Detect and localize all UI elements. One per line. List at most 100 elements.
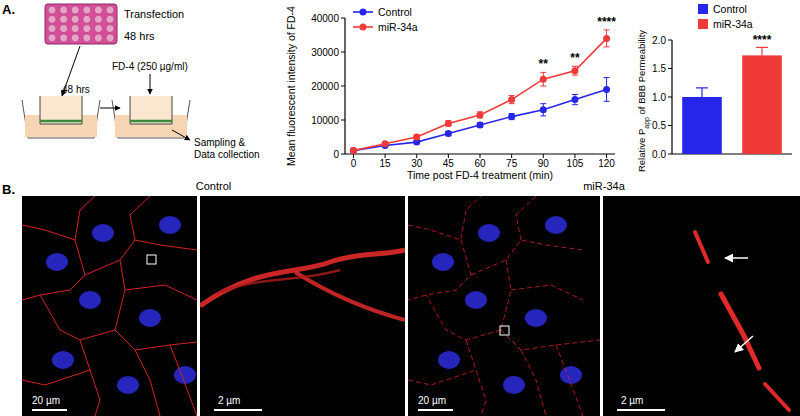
y-tick bbox=[668, 125, 672, 126]
schematic: Transfection 48 hrs 48 hrs FD-4 (250 µg/ml)… bbox=[22, 4, 260, 160]
junction bbox=[125, 285, 197, 300]
bar bbox=[742, 55, 782, 154]
junction bbox=[85, 240, 197, 275]
well bbox=[94, 6, 102, 14]
well bbox=[106, 6, 114, 14]
series-line bbox=[353, 89, 606, 150]
micrograph-title: miR-34a bbox=[583, 180, 625, 192]
nucleus bbox=[174, 366, 196, 384]
figure: A.B.Transfection48 hrs48 hrsFD-4 (250 µg… bbox=[0, 0, 800, 416]
y-axis-label-part: app bbox=[643, 117, 651, 129]
well bbox=[106, 25, 114, 33]
junction bbox=[80, 340, 100, 416]
well-plate bbox=[45, 4, 117, 44]
micrograph-overview: 20 µm bbox=[22, 196, 197, 416]
y-tick-label: 0 bbox=[333, 149, 339, 160]
significance: **** bbox=[753, 33, 772, 47]
well bbox=[71, 15, 79, 23]
significance: ** bbox=[539, 57, 549, 71]
error-bar bbox=[696, 88, 708, 97]
y-axis-label: Mean fluorescent intensity of FD-4 bbox=[285, 6, 297, 166]
error-bar bbox=[572, 66, 578, 75]
well bbox=[71, 6, 79, 14]
significance: **** bbox=[597, 15, 616, 29]
well bbox=[60, 25, 68, 33]
error-cap bbox=[540, 86, 546, 87]
arrow bbox=[172, 130, 190, 140]
well bbox=[71, 34, 79, 42]
junction bbox=[40, 260, 125, 340]
junction bbox=[220, 270, 340, 292]
x-tick-label: 15 bbox=[380, 158, 392, 169]
schematic-label: FD-4 (250 µg/ml) bbox=[112, 61, 188, 72]
scale-bar bbox=[214, 409, 262, 411]
y-tick-label: 10000 bbox=[311, 115, 339, 126]
schematic-label: Transfection bbox=[124, 8, 184, 20]
micrograph-zoom: 2 µm bbox=[603, 196, 800, 416]
nucleus bbox=[465, 291, 487, 309]
legend-swatch bbox=[698, 19, 708, 29]
schematic-label: 48 hrs bbox=[124, 30, 155, 42]
image-background bbox=[22, 196, 197, 416]
junction-zoom bbox=[200, 250, 405, 320]
cells bbox=[22, 196, 197, 416]
well bbox=[60, 34, 68, 42]
legend-label: miR-34a bbox=[713, 18, 753, 30]
zoom-box bbox=[147, 255, 156, 264]
cells bbox=[408, 196, 600, 416]
scale-bar bbox=[617, 409, 665, 411]
point bbox=[382, 140, 389, 147]
junction bbox=[511, 285, 583, 300]
image-background bbox=[200, 196, 405, 416]
x-tick-label: 75 bbox=[506, 158, 518, 169]
scale-bar bbox=[32, 409, 67, 411]
plot-area bbox=[682, 47, 782, 154]
point bbox=[571, 96, 578, 103]
nucleus bbox=[79, 291, 101, 309]
junction bbox=[170, 345, 197, 416]
junction bbox=[200, 250, 405, 306]
schematic-label: Sampling & bbox=[194, 137, 245, 148]
error-cap bbox=[604, 46, 610, 47]
error-bar bbox=[604, 78, 610, 102]
x-tick-label: 120 bbox=[598, 158, 615, 169]
x-tick-label: 90 bbox=[538, 158, 550, 169]
zoom-box bbox=[500, 326, 509, 335]
well bbox=[60, 6, 68, 14]
point bbox=[477, 111, 484, 118]
scale-bar-label: 20 µm bbox=[32, 395, 60, 406]
series-line bbox=[353, 38, 606, 150]
y-tick bbox=[341, 86, 345, 87]
y-tick-label: 0.0 bbox=[652, 149, 666, 160]
junction bbox=[471, 240, 583, 275]
well bbox=[71, 25, 79, 33]
micrograph-title: Control bbox=[196, 180, 231, 192]
micrograph-zoom: 2 µm bbox=[200, 196, 405, 416]
point bbox=[350, 147, 357, 154]
y-tick-label: 1.0 bbox=[652, 92, 666, 103]
point bbox=[350, 147, 357, 154]
micrograph-group: miR-34a20 µm2 µm bbox=[408, 180, 800, 416]
nucleus bbox=[92, 224, 114, 242]
scale-bar-label: 2 µm bbox=[621, 395, 643, 406]
schematic-label: 48 hrs bbox=[62, 84, 90, 95]
panel-label: A. bbox=[2, 2, 15, 17]
junction bbox=[521, 350, 546, 416]
bar-chart: 0.00.51.01.52.0Relative Papp of BBB Perm… bbox=[636, 3, 792, 172]
nucleus bbox=[139, 309, 161, 327]
error-cap bbox=[572, 66, 578, 67]
nucleus bbox=[432, 253, 454, 271]
micrograph-group: Control 20 µm 2 µm bbox=[22, 180, 405, 416]
junction-zoom bbox=[695, 232, 789, 410]
error-cap bbox=[572, 75, 578, 76]
legend-entry: Control bbox=[353, 6, 412, 18]
y-tick bbox=[341, 120, 345, 121]
well bbox=[48, 6, 56, 14]
error-bar bbox=[604, 30, 610, 47]
image-background bbox=[408, 196, 600, 416]
y-axis-label-part: Relative P bbox=[636, 129, 647, 172]
well bbox=[48, 25, 56, 33]
error-bar bbox=[509, 96, 515, 104]
y-axis-label-part: of BBB Permeability bbox=[636, 30, 647, 117]
plot-area bbox=[350, 30, 610, 154]
